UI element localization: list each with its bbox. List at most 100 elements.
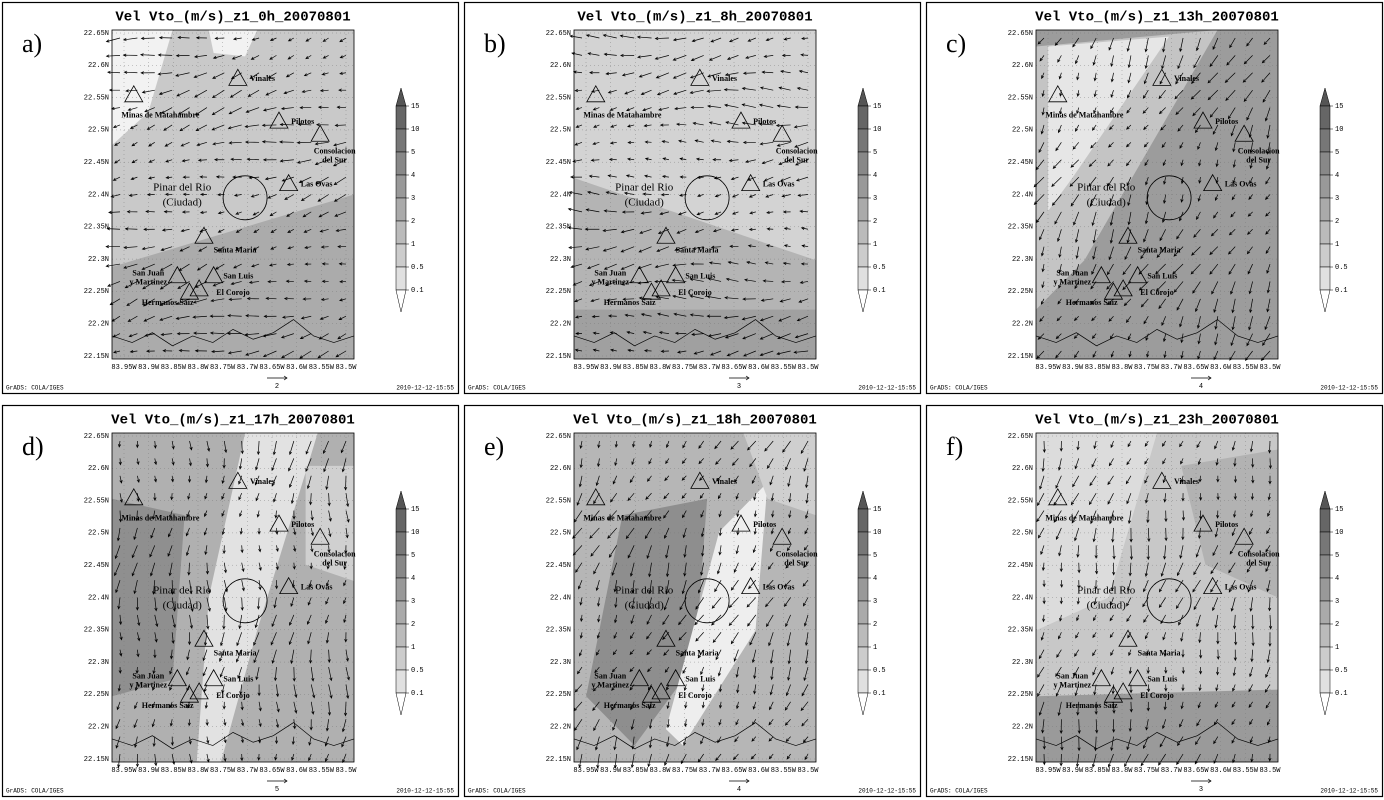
- wind-vector: [588, 174, 600, 178]
- wind-vector: [339, 55, 347, 59]
- place-label: Pinar del Rio: [615, 584, 674, 596]
- wind-vector: [783, 227, 791, 231]
- wind-vector: [647, 753, 652, 768]
- wind-vector: [118, 614, 123, 626]
- place-label: Consolacion: [776, 147, 818, 156]
- wind-vector: [1127, 55, 1132, 69]
- place-label: San Juan: [132, 671, 164, 680]
- wind-vector: [275, 719, 280, 729]
- wind-vector: [782, 440, 791, 453]
- wind-vector: [574, 142, 583, 146]
- wind-vector: [799, 209, 809, 213]
- wind-vector: [159, 263, 173, 271]
- wind-vector: [262, 333, 277, 338]
- colorbar-band: [857, 174, 869, 199]
- wind-vector: [310, 701, 315, 715]
- wind-vector: [1163, 649, 1167, 657]
- wind-vector: [1231, 316, 1236, 331]
- wind-vector: [640, 313, 652, 317]
- panel: a)Vel Vto_(m/s)_z1_0h_2007080122.65N22.6…: [1, 1, 460, 395]
- wind-vector: [759, 333, 774, 340]
- place-marker: [1103, 685, 1124, 703]
- wind-vector: [1181, 510, 1186, 521]
- city-circle: [684, 578, 730, 624]
- wind-vector: [674, 246, 687, 251]
- wind-vector: [627, 124, 635, 128]
- wind-vector: [209, 331, 225, 335]
- wind-vector: [1039, 229, 1045, 241]
- wind-vector: [1176, 753, 1184, 766]
- lon-label: 83.55W: [1233, 364, 1259, 372]
- wind-vector: [689, 89, 704, 94]
- wind-vector: [587, 52, 600, 56]
- colorbar-band: [395, 577, 407, 602]
- lat-label: 22.45N: [1008, 562, 1033, 570]
- lat-label: 22.2N: [88, 321, 109, 329]
- wind-vector: [332, 159, 347, 167]
- wind-vector: [788, 493, 792, 503]
- wind-vector: [649, 440, 653, 448]
- lon-label: 83.6W: [286, 767, 308, 775]
- wind-vector: [1040, 246, 1045, 257]
- wind-vector: [1143, 579, 1149, 593]
- wind-vector: [730, 579, 739, 591]
- wind-vector: [713, 176, 722, 180]
- place-label: (Ciudad): [625, 196, 664, 208]
- wind-vector: [609, 141, 617, 145]
- wind-vector: [742, 71, 756, 75]
- wind-vector: [644, 510, 652, 520]
- place-marker: [1118, 629, 1138, 647]
- wind-vector: [230, 157, 242, 161]
- lon-label: 83.8W: [649, 364, 671, 372]
- lat-label: 22.65N: [1008, 30, 1033, 38]
- wind-vector: [631, 458, 635, 466]
- reference-value: 3: [1199, 786, 1203, 794]
- wind-vector: [1037, 37, 1045, 45]
- wind-vector: [135, 753, 140, 768]
- wind-vector: [759, 86, 774, 91]
- wind-vector: [1107, 176, 1114, 187]
- wind-vector: [663, 597, 670, 611]
- lon-label: 83.9W: [1062, 364, 1084, 372]
- colorbar-band: [395, 600, 407, 625]
- wind-vector: [1092, 527, 1097, 543]
- footer-right: 2010-12-12-15:55: [858, 788, 916, 795]
- wind-vector: [177, 35, 190, 40]
- wind-vector: [1074, 350, 1080, 359]
- wind-vector: [338, 88, 347, 92]
- wind-vector: [711, 614, 722, 626]
- wind-vector: [240, 545, 244, 554]
- wind-vector: [157, 72, 173, 76]
- place-label: Las Ovas: [763, 179, 795, 188]
- wind-vector: [1091, 458, 1097, 468]
- wind-vector: [778, 159, 791, 165]
- lat-label: 22.35N: [84, 224, 109, 232]
- colorbar-label: 0.1: [873, 287, 886, 295]
- wind-vector: [753, 684, 757, 695]
- wind-vector: [693, 350, 704, 355]
- lat-label: 22.5N: [1012, 127, 1033, 135]
- colorbar-cap: [395, 289, 407, 313]
- wind-vector: [287, 246, 294, 250]
- lat-label: 22.2N: [550, 724, 571, 732]
- wind-vector: [712, 632, 722, 643]
- colorbar-label: 15: [873, 103, 881, 111]
- place-label: del Sur: [784, 156, 809, 165]
- wind-vector: [296, 141, 312, 145]
- wind-vector: [239, 684, 243, 696]
- wind-vector: [626, 157, 635, 161]
- wind-vector: [257, 753, 261, 761]
- wind-vector: [325, 597, 329, 605]
- wind-vector: [1161, 55, 1167, 70]
- wind-vector: [665, 562, 670, 578]
- wind-vector: [238, 493, 243, 501]
- wind-vector: [192, 298, 208, 304]
- wind-vector: [1070, 194, 1080, 207]
- wind-vector: [752, 545, 757, 554]
- place-label: Pilotos: [291, 117, 314, 126]
- wind-vector: [575, 124, 583, 128]
- wind-vector: [1092, 350, 1097, 358]
- wind-vector: [107, 70, 121, 74]
- shaded-area: [305, 465, 354, 582]
- colorbar-band: [395, 531, 407, 556]
